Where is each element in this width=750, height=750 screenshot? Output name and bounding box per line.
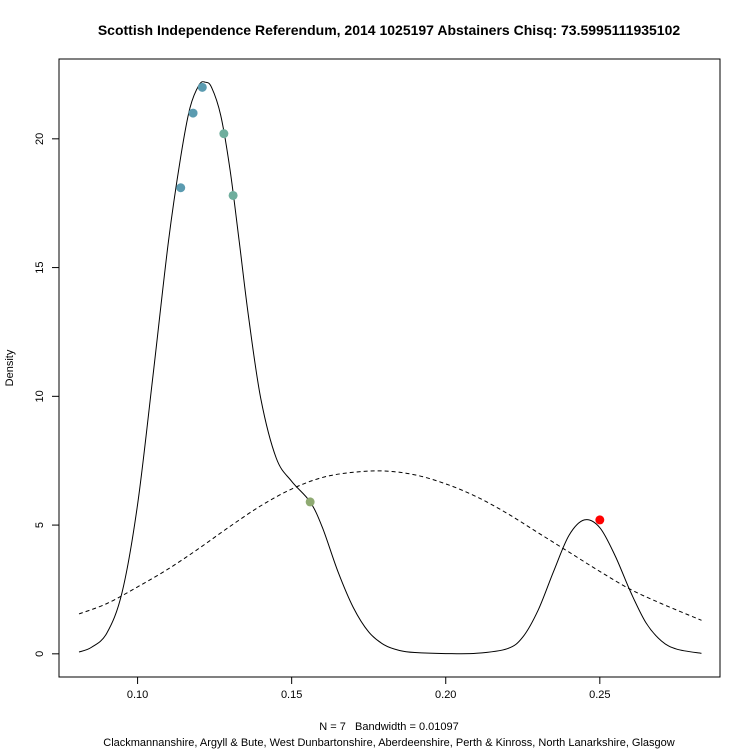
data-point	[219, 129, 229, 139]
y-axis: 0 5 10 15 20	[34, 133, 60, 657]
x-axis-label: N = 7 Bandwidth = 0.01097	[319, 721, 458, 733]
y-axis-label: Density	[4, 349, 16, 386]
y-tick-label: 5	[34, 522, 46, 528]
data-point	[197, 82, 207, 92]
x-tick-label: 0.15	[281, 689, 302, 701]
chart-subtitle: Clackmannanshire, Argyll & Bute, West Du…	[103, 737, 675, 749]
x-tick-label: 0.25	[589, 689, 610, 701]
y-tick-label: 10	[34, 390, 46, 402]
chart-title: Scottish Independence Referendum, 2014 1…	[98, 22, 681, 38]
y-tick-label: 0	[34, 651, 46, 657]
data-point	[228, 190, 238, 200]
series-layer	[78, 81, 702, 655]
data-point	[188, 108, 198, 118]
points-layer	[176, 82, 605, 525]
x-tick-label: 0.10	[127, 689, 148, 701]
y-tick-label: 20	[34, 133, 46, 145]
data-point	[595, 515, 605, 525]
y-tick-label: 15	[34, 261, 46, 273]
x-tick-label: 0.20	[435, 689, 456, 701]
density-curve	[78, 81, 702, 655]
data-point	[305, 497, 315, 507]
x-axis: 0.10 0.15 0.20 0.25	[127, 676, 611, 701]
data-point	[176, 183, 186, 193]
